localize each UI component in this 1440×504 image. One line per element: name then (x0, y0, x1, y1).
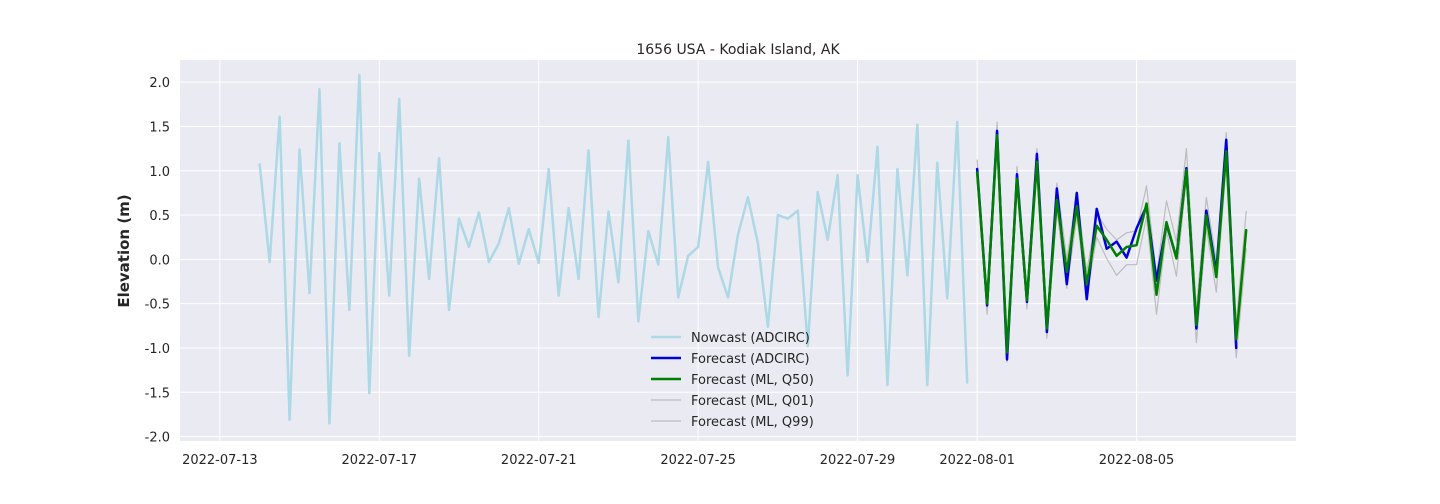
series-line-2 (975, 134, 1248, 354)
legend-label-1: Forecast (ADCIRC) (691, 352, 810, 367)
y-tick-label-8: 2.0 (149, 76, 170, 91)
legend-label-0: Nowcast (ADCIRC) (691, 331, 810, 346)
legend-label-3: Forecast (ML, Q01) (691, 394, 814, 409)
x-tick-label-2: 2022-07-21 (501, 453, 577, 468)
y-tick-label-1: -1.5 (145, 386, 170, 401)
legend-label-2: Forecast (ML, Q50) (691, 373, 814, 388)
y-tick-label-3: -0.5 (145, 298, 170, 313)
legend: Nowcast (ADCIRC) Forecast (ADCIRC) Forecas… (651, 331, 814, 430)
x-tick-label-4: 2022-07-29 (820, 453, 896, 468)
y-tick-label-0: -2.0 (145, 431, 170, 446)
series-line-0 (258, 73, 969, 425)
series-layer (258, 73, 1248, 425)
y-tick-label-6: 1.0 (149, 165, 170, 180)
x-tick-label-3: 2022-07-25 (660, 453, 736, 468)
y-tick-label-7: 1.5 (149, 120, 170, 135)
x-tick-label-5: 2022-08-01 (939, 453, 1015, 468)
x-tick-label-0: 2022-07-13 (182, 453, 258, 468)
x-tick-label-6: 2022-08-05 (1099, 453, 1175, 468)
y-tick-label-5: 0.5 (149, 209, 170, 224)
x-axis-ticks: 2022-07-13 2022-07-17 2022-07-21 2022-07-25… (182, 453, 1174, 468)
y-axis-label: Elevation (m) (115, 194, 133, 307)
legend-label-4: Forecast (ML, Q99) (691, 415, 814, 430)
y-tick-label-4: 0.0 (149, 253, 170, 268)
y-tick-label-2: -1.0 (145, 342, 170, 357)
chart-title: 1656 USA - Kodiak Island, AK (636, 42, 840, 58)
y-axis-ticks: -2.0 -1.5 -1.0 -0.5 0.0 0.5 1.0 1.5 2.0 (145, 76, 170, 445)
x-tick-label-1: 2022-07-17 (342, 453, 418, 468)
